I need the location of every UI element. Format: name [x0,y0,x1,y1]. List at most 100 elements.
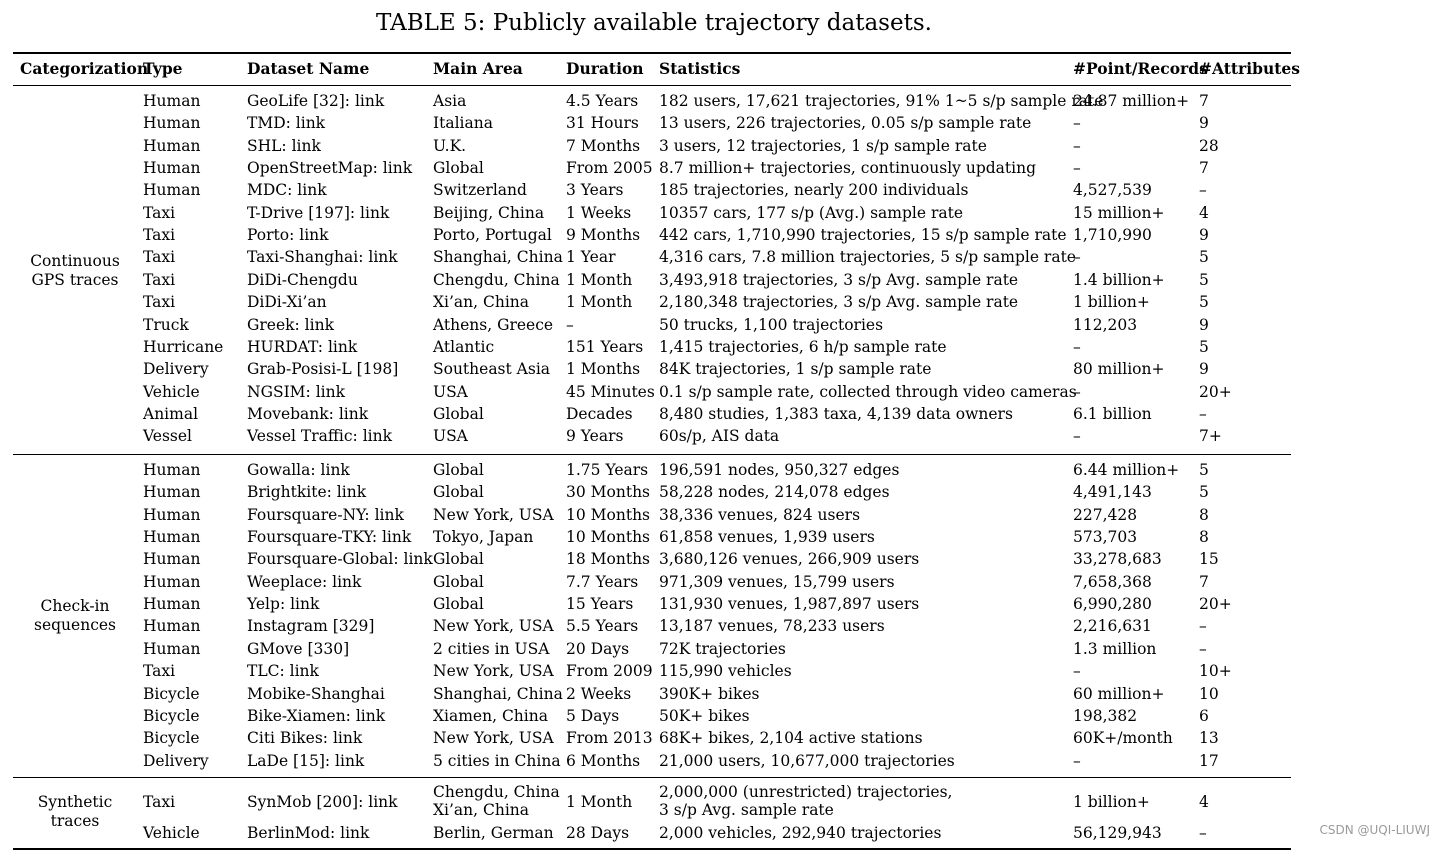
cell-main-area: Athens, Greece [433,315,554,334]
cell-duration: 6 Months [566,751,641,770]
cell-attributes: 7 [1199,92,1209,110]
cell-dataset-name: Weeplace: link [247,572,362,591]
cell-duration: From 2005 [566,159,653,178]
cell-type: Taxi [143,293,176,312]
cell-point-records: 60K+/month [1073,729,1173,748]
cell-dataset-name: Porto: link [247,226,329,245]
header-rule [13,85,1291,86]
cell-type: Human [143,595,201,614]
cell-dataset-name: GMove [330] [247,639,350,658]
group-label-line: GPS traces [31,271,119,289]
cell-statistics: 4,316 cars, 7.8 million trajectories, 5 … [659,248,1076,267]
group-separator-rule [13,454,1291,455]
cell-attributes: 20+ [1199,382,1232,401]
cell-dataset-name: SHL: link [247,136,321,155]
cell-point-records: 573,703 [1073,528,1138,547]
cell-statistics: 3,680,126 venues, 266,909 users [659,550,920,569]
group-label-line: Check-in [40,597,110,615]
cell-duration: 9 Months [566,226,641,245]
cell-attributes: 9 [1199,360,1209,379]
cell-main-area: New York, USA [433,662,554,681]
cell-type: Delivery [143,751,209,770]
cell-statistics: 50K+ bikes [659,706,750,725]
cell-main-area: Global [433,572,484,591]
cell-statistics: 13,187 venues, 78,233 users [659,617,885,636]
cell-statistics: 3,493,918 trajectories, 3 s/p Avg. sampl… [659,270,1019,289]
cell-duration: 151 Years [566,337,644,356]
cell-duration: 15 Years [566,595,634,614]
cell-attributes: 13 [1199,729,1219,748]
cell-statistics: 8.7 million+ trajectories, continuously … [659,159,1036,178]
cell-attributes: 4 [1199,792,1209,811]
cell-type: Human [143,136,201,155]
cell-statistics: 442 cars, 1,710,990 trajectories, 15 s/p… [659,226,1067,245]
cell-statistics: 3 users, 12 trajectories, 1 s/p sample r… [659,136,987,155]
group-label: Check-in sequences [13,597,137,635]
cell-main-area: Southeast Asia [433,360,551,379]
cell-statistics: 2,180,348 trajectories, 3 s/p Avg. sampl… [659,293,1019,312]
cell-statistics: 13 users, 226 trajectories, 0.05 s/p sam… [659,114,1032,133]
cell-dataset-name: GeoLife [32]: link [247,92,385,110]
cell-attributes: – [1199,181,1207,200]
cell-type: Human [143,617,201,636]
cell-main-area: Asia [433,92,467,110]
cell-point-records: 4,491,143 [1073,483,1152,502]
cell-main-area: Global [433,550,484,569]
cell-dataset-name: TMD: link [247,114,326,133]
cell-statistics: 185 trajectories, nearly 200 individuals [659,181,969,200]
cell-point-records: – [1073,382,1081,401]
cell-statistics: 8,480 studies, 1,383 taxa, 4,139 data ow… [659,404,1013,423]
cell-dataset-name: T-Drive [197]: link [247,203,390,222]
header-type: Type [143,59,183,78]
header-attributes: #Attributes [1199,59,1300,78]
cell-duration: 45 Minutes [566,382,655,401]
cell-type: Animal [143,404,199,423]
cell-statistics: 131,930 venues, 1,987,897 users [659,595,920,614]
cell-main-area: Global [433,461,484,479]
cell-main-area: Global [433,404,484,423]
cell-attributes: 15 [1199,550,1219,569]
cell-point-records: 6.1 billion [1073,404,1152,423]
cell-attributes: 9 [1199,315,1209,334]
cell-attributes: 8 [1199,505,1209,524]
cell-point-records: – [1073,114,1081,133]
cell-point-records: 1.3 million [1073,639,1157,658]
group-label: Continuous GPS traces [13,252,137,290]
group-label-line: sequences [34,616,116,634]
cell-duration: 7 Months [566,136,641,155]
cell-attributes: 17 [1199,751,1219,770]
cell-attributes: 10 [1199,684,1219,703]
cell-attributes: 7+ [1199,427,1222,446]
cell-main-area: USA [433,427,468,446]
cell-point-records: 1.4 billion+ [1073,270,1165,289]
cell-type: Taxi [143,270,176,289]
cell-type: Taxi [143,662,176,681]
table-caption: TABLE 5: Publicly available trajectory d… [376,10,932,36]
cell-statistics: 38,336 venues, 824 users [659,505,861,524]
cell-point-records: 112,203 [1073,315,1138,334]
cell-attributes: 5 [1199,461,1209,479]
cell-statistics: 84K trajectories, 1 s/p sample rate [659,360,932,379]
cell-dataset-name: Foursquare-TKY: link [247,528,412,547]
cell-attributes: 7 [1199,159,1209,178]
cell-duration: – [566,315,574,334]
cell-statistics: 68K+ bikes, 2,104 active stations [659,729,923,748]
cell-statistics: 2,000 vehicles, 292,940 trajectories [659,823,942,842]
cell-duration: From 2009 [566,662,653,681]
cell-main-area: Switzerland [433,181,527,200]
cell-point-records: – [1073,662,1081,681]
cell-attributes: 5 [1199,270,1209,289]
cell-type: Human [143,528,201,547]
cell-dataset-name: SynMob [200]: link [247,792,398,811]
cell-duration: 9 Years [566,427,624,446]
cell-duration: 5.5 Years [566,617,639,636]
cell-point-records: 4,527,539 [1073,181,1152,200]
cell-attributes: 28 [1199,136,1219,155]
cell-type: Human [143,114,201,133]
cell-main-area: Xiamen, China [433,706,548,725]
cell-type: Vehicle [143,382,200,401]
cell-statistics: 10357 cars, 177 s/p (Avg.) sample rate [659,203,964,222]
cell-duration: 18 Months [566,550,651,569]
cell-dataset-name: Yelp: link [247,595,320,614]
cell-statistics: 1,415 trajectories, 6 h/p sample rate [659,337,947,356]
